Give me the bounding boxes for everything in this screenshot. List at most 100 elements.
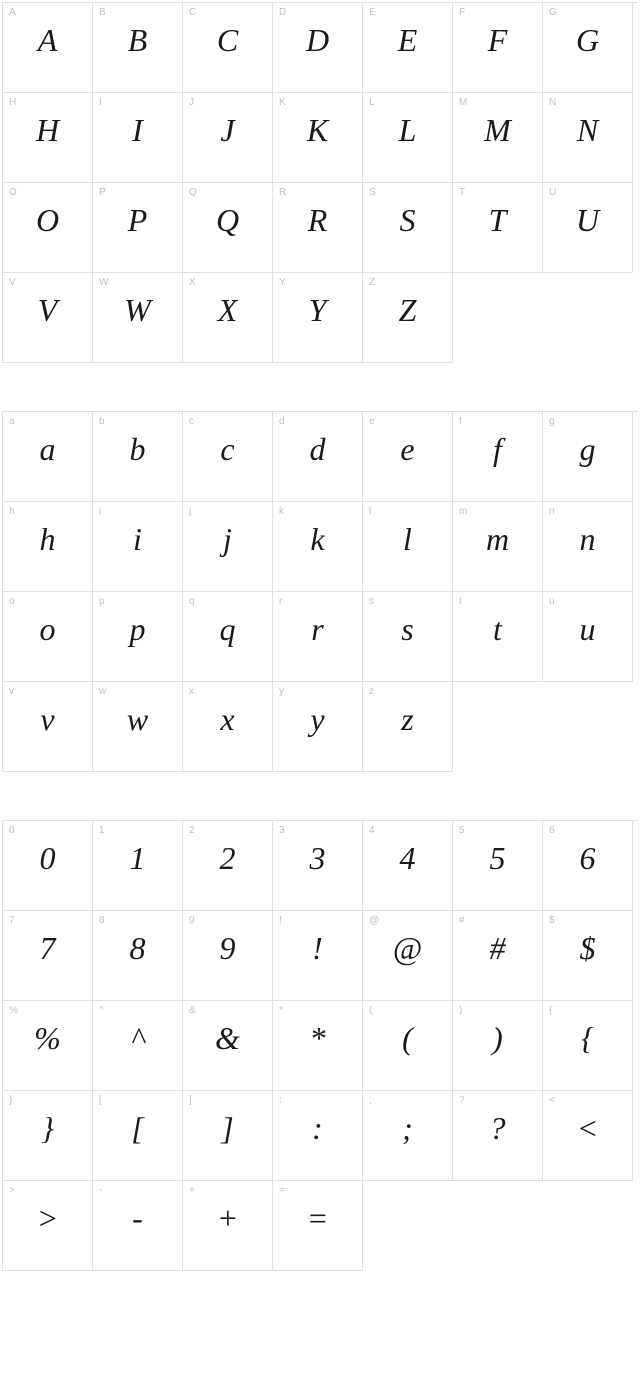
char-glyph: S	[400, 202, 416, 239]
char-glyph: a	[40, 431, 56, 468]
char-cell: ==	[273, 1181, 363, 1271]
char-cell: ff	[453, 412, 543, 502]
char-label: 2	[189, 825, 195, 836]
char-glyph: x	[220, 701, 234, 738]
char-label: a	[9, 416, 15, 427]
char-glyph: X	[218, 292, 238, 329]
char-label: K	[279, 97, 286, 108]
char-glyph: d	[310, 431, 326, 468]
char-glyph: *	[310, 1020, 326, 1057]
char-label: %	[9, 1005, 18, 1016]
char-glyph: k	[310, 521, 324, 558]
char-cell: YY	[273, 273, 363, 363]
char-glyph: 4	[400, 840, 416, 877]
char-cell: 33	[273, 821, 363, 911]
char-label: >	[9, 1185, 15, 1196]
char-glyph: >	[37, 1200, 59, 1237]
char-label: w	[99, 686, 106, 697]
char-label: i	[99, 506, 101, 517]
char-label: q	[189, 596, 195, 607]
char-label: x	[189, 686, 194, 697]
char-cell: ##	[453, 911, 543, 1001]
char-label: g	[549, 416, 555, 427]
char-cell: %%	[3, 1001, 93, 1091]
char-cell: bb	[93, 412, 183, 502]
char-label: b	[99, 416, 105, 427]
char-cell: ;;	[363, 1091, 453, 1181]
char-grid: 00112233445566778899!!@@##$$%%^^&&**(())…	[2, 820, 638, 1271]
char-label: C	[189, 7, 196, 18]
char-glyph: H	[36, 112, 59, 149]
char-grid: aabbccddeeffgghhiijjkkllmmnnooppqqrrsstt…	[2, 411, 638, 772]
char-label: -	[99, 1185, 102, 1196]
char-cell: UU	[543, 183, 633, 273]
char-cell: FF	[453, 3, 543, 93]
char-glyph: w	[127, 701, 148, 738]
char-cell: KK	[273, 93, 363, 183]
char-glyph: C	[217, 22, 238, 59]
char-cell: 77	[3, 911, 93, 1001]
char-cell: VV	[3, 273, 93, 363]
char-label: 0	[9, 825, 15, 836]
char-glyph: s	[401, 611, 413, 648]
char-cell: 66	[543, 821, 633, 911]
char-label: n	[549, 506, 555, 517]
char-cell: **	[273, 1001, 363, 1091]
char-label: T	[459, 187, 465, 198]
char-cell: xx	[183, 682, 273, 772]
char-glyph: R	[308, 202, 328, 239]
char-label: 6	[549, 825, 555, 836]
char-label: I	[99, 97, 102, 108]
char-glyph: g	[580, 431, 596, 468]
char-glyph: h	[40, 521, 56, 558]
char-glyph: [	[131, 1110, 143, 1147]
char-glyph: 9	[220, 930, 236, 967]
char-glyph: $	[580, 930, 596, 967]
char-cell: DD	[273, 3, 363, 93]
char-label: Y	[279, 277, 286, 288]
char-glyph: %	[34, 1020, 61, 1057]
char-cell: CC	[183, 3, 273, 93]
char-cell: 00	[3, 821, 93, 911]
char-glyph: W	[124, 292, 151, 329]
char-label: O	[9, 187, 17, 198]
char-glyph: l	[403, 521, 412, 558]
char-label: Q	[189, 187, 197, 198]
char-cell: XX	[183, 273, 273, 363]
char-cell: RR	[273, 183, 363, 273]
char-cell: $$	[543, 911, 633, 1001]
char-label: f	[459, 416, 462, 427]
char-cell: ^^	[93, 1001, 183, 1091]
char-label: *	[279, 1005, 283, 1016]
char-glyph: )	[492, 1020, 503, 1057]
char-glyph: <	[577, 1110, 599, 1147]
char-glyph: =	[307, 1200, 329, 1237]
char-cell: 22	[183, 821, 273, 911]
char-cell: dd	[273, 412, 363, 502]
char-label: W	[99, 277, 108, 288]
char-label: J	[189, 97, 194, 108]
char-glyph: I	[132, 112, 143, 149]
char-glyph: -	[132, 1200, 143, 1237]
char-glyph: Z	[399, 292, 417, 329]
char-cell: <<	[543, 1091, 633, 1181]
char-cell: LL	[363, 93, 453, 183]
char-label: H	[9, 97, 16, 108]
char-cell: 55	[453, 821, 543, 911]
char-cell: pp	[93, 592, 183, 682]
char-cell: --	[93, 1181, 183, 1271]
char-label: e	[369, 416, 375, 427]
char-glyph: O	[36, 202, 59, 239]
char-cell: rr	[273, 592, 363, 682]
char-cell: ee	[363, 412, 453, 502]
char-glyph: ^	[131, 1020, 145, 1057]
char-label: }	[9, 1095, 12, 1106]
char-cell: ))	[453, 1001, 543, 1091]
char-label: S	[369, 187, 376, 198]
char-cell: ll	[363, 502, 453, 592]
char-label: N	[549, 97, 556, 108]
char-label: #	[459, 915, 465, 926]
char-glyph: A	[38, 22, 58, 59]
char-label: y	[279, 686, 284, 697]
char-glyph: :	[312, 1110, 323, 1147]
